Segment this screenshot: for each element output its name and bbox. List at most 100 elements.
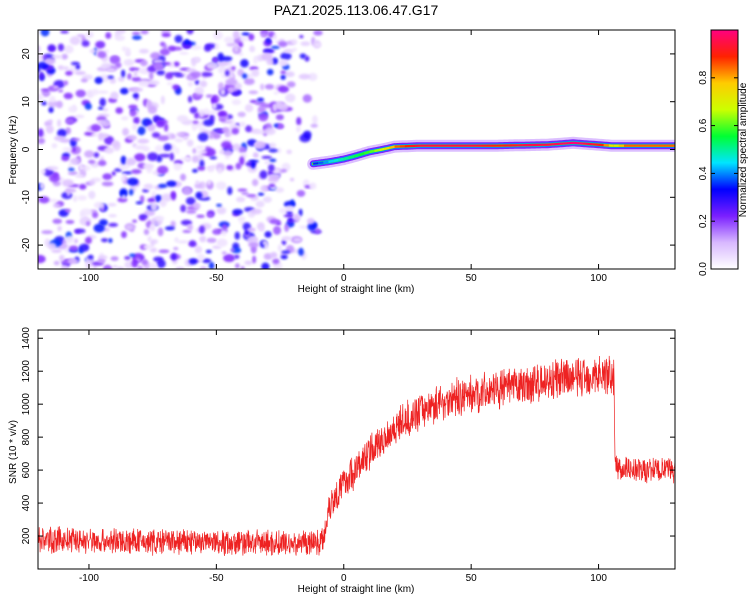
spectrogram-noise-blob [41,89,51,97]
spectrogram-noise-blob [158,183,168,189]
spectrogram-noise-blob [206,213,213,218]
spectrogram-noise-blob [149,223,156,232]
spectrogram-noise-blob [68,105,78,113]
spectrogram-noise-blob [239,146,247,154]
spectrogram-noise-blob [78,243,90,252]
spectrogram-noise-blob [39,196,50,204]
spectrogram-noise-blob [234,231,241,240]
snr-x-ticks: -100 -50 0 50 100 [79,330,607,584]
spectrogram-ridge-segment [374,148,380,153]
spectrogram-noise-blob [148,80,160,86]
spectrogram-noise-blob [182,44,192,49]
spectrogram-noise-blob [226,42,236,47]
x-tick-label: -100 [79,573,99,584]
spectrogram-noise-blob [192,168,198,173]
spectrogram-noise-blob [114,34,126,42]
spectrogram-noise-blob [124,260,134,269]
spectrogram-noise-blob [277,85,290,93]
spectrogram-noise-blob [61,179,74,187]
spectrogram-noise-blob [153,115,161,122]
spectrogram-noise-blob [220,228,228,237]
spectrogram-noise-blob [174,74,184,78]
spectrogram-noise-blob [153,62,165,71]
spectrogram-noise-blob [212,102,217,110]
spectrogram-noise-blob [159,48,170,56]
spectrogram-noise-blob [244,103,254,113]
spectrogram-noise-blob [261,155,273,160]
spectrogram-noise-blob [145,121,153,125]
spectrogram-noise-blob [38,45,41,53]
spectrogram-noise-blob [217,52,224,62]
spectrogram-noise-blob [252,152,259,159]
spectrogram-noise-blob [147,152,159,162]
spectrogram-noise-blob [195,180,200,185]
spectrogram-noise-blob [131,76,142,82]
spectrogram-noise-blob [156,69,166,76]
spectrogram-noise-blob [85,31,94,38]
spectrogram-noise-blob [51,249,62,253]
spectrogram-noise-blob [278,103,289,112]
colorbar-tick-label: 0.8 [698,70,709,84]
x-tick-label: 100 [590,273,607,284]
colorbar-label: Normalized spectral amplitude [738,82,749,217]
spectrogram-noise-blob [239,156,245,166]
y-tick-label: 1400 [21,327,32,350]
spectrogram-noise-blob [91,88,99,96]
spectrogram-noise-blob [61,53,68,60]
spectrogram-noise-blob [298,208,303,217]
spectrogram-noise-blob [174,138,184,143]
x-tick-label: -50 [209,573,224,584]
spectrogram-noise-blob [250,237,258,242]
colorbar-gradient [711,30,738,269]
spectrogram-noise-blob [114,168,123,172]
spectrogram-noise-blob [280,70,287,75]
spectrogram-noise-blob [254,129,267,135]
spectrogram-noise-blob [185,197,196,205]
spectrogram-noise-blob [81,216,88,222]
spectrogram-noise-blob [248,241,260,248]
spectrogram-noise-blob [180,173,187,181]
spectrogram-noise-blob [249,45,256,53]
spectrogram-noise-blob [144,209,156,217]
spectrogram-noise-blob [53,135,66,142]
spectrogram-noise-blob [91,132,100,137]
x-tick-label: 0 [341,573,347,584]
y-tick-label: -20 [21,237,32,252]
spectrogram-noise-blob [202,258,212,264]
spectrogram-noise-blob [244,260,253,265]
spectrogram-noise-blob [137,126,146,136]
spectrogram-noise-blob [197,132,209,142]
spectrogram-noise-blob [169,152,175,161]
spectrogram-noise-blob [283,48,294,54]
spectrogram-noise-blob [285,93,296,103]
spectrogram-noise-blob [81,35,86,42]
spectrogram-noise-blob [300,41,311,47]
spectrogram-noise-blob [196,214,205,218]
spectrogram-noise-blob [255,200,265,208]
spectrogram-noise-blob [111,171,116,176]
spectrogram-noise-blob [48,174,60,183]
spectrogram-noise-blob [214,43,220,50]
spectrogram-noise-blob [63,80,69,86]
spectrogram-noise-blob [188,258,198,265]
spectrogram-noise-blob [95,40,106,49]
spectrogram-noise-blob [88,159,96,164]
spectrogram-noise-blob [259,227,265,232]
spectrogram-noise-blob [281,236,292,241]
spectrogram-noise-blob [215,181,227,190]
spectrogram-noise-blob [38,93,44,101]
spectrogram-noise-blob [262,196,272,203]
spectrogram-noise-blob [280,169,287,173]
spectrogram-noise-blob [127,177,139,186]
y-tick-label: 1000 [21,393,32,416]
spectrogram-noise-blob [55,100,63,109]
spectrogram-noise-blob [216,203,222,207]
spectrogram-noise-blob [227,87,238,92]
spectrogram-noise-blob [142,163,155,170]
spectrogram-noise-blob [264,231,272,238]
spectrogram-noise-blob [170,133,175,139]
spectrogram-noise-blob [189,106,198,114]
spectrogram-noise-blob [65,127,71,135]
spectrogram-noise-blob [261,262,270,269]
colorbar-tick-label: 0.4 [698,166,709,180]
